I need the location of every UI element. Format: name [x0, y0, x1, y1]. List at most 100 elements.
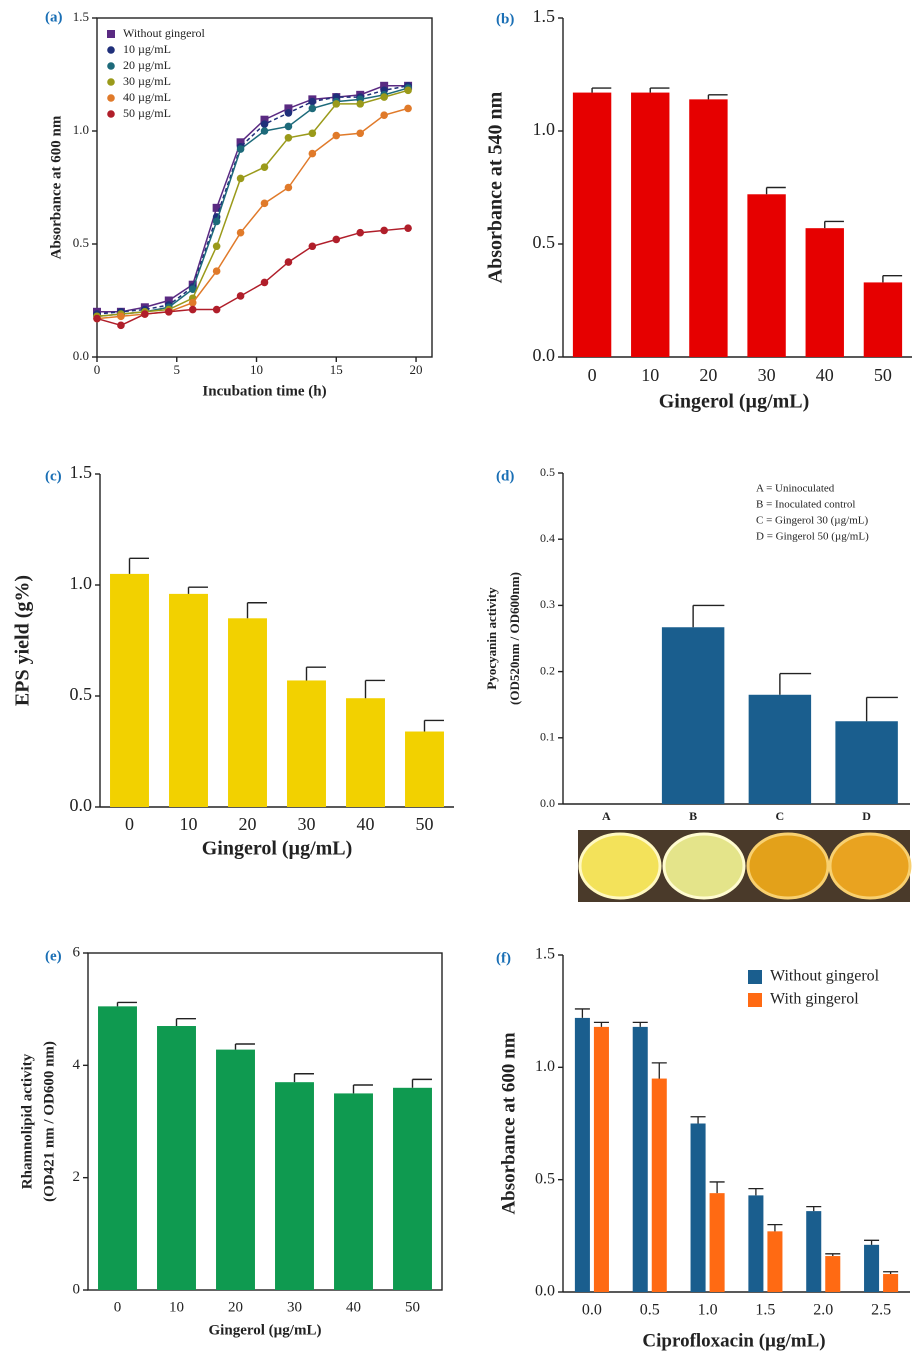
error-bar: [707, 94, 728, 100]
bar: [767, 1231, 783, 1292]
error-bar: [574, 1008, 590, 1018]
y-tick-label: 1.5: [533, 6, 556, 26]
bar: [883, 1274, 899, 1292]
legend-label: With gingerol: [770, 991, 859, 1008]
x-axis-title: Gingerol (µg/mL): [209, 1322, 322, 1338]
y-tick-label: 1.5: [70, 462, 93, 482]
error-bar: [709, 1181, 725, 1194]
bar: [748, 1195, 764, 1292]
error-bar: [765, 186, 786, 195]
point: [260, 115, 269, 124]
point: [308, 97, 317, 106]
point: [260, 278, 269, 287]
x-tick-label: 0: [94, 362, 101, 377]
panel-label: (d): [496, 468, 514, 484]
x-tick-label: 0: [114, 1299, 122, 1315]
error-bar: [246, 602, 267, 619]
error-bar: [175, 1018, 196, 1027]
point: [404, 86, 412, 95]
error-bar: [364, 679, 385, 699]
bar: [157, 1026, 196, 1290]
x-tick-label: 40: [816, 365, 834, 385]
x-tick-label: 30: [298, 814, 316, 834]
point: [284, 183, 293, 192]
x-tick-label: 10: [250, 362, 263, 377]
bar: [690, 1123, 706, 1292]
point: [308, 149, 317, 158]
panel-label: (c): [45, 468, 62, 484]
annotation: D = Gingerol 50 (µg/mL): [756, 531, 869, 543]
x-tick-label: D: [862, 809, 871, 823]
point: [380, 81, 389, 90]
point: [332, 131, 341, 140]
point: [212, 217, 221, 226]
panel: (b) 0.0 0.5 1.0 1.5 Absorbance at 540 nm Ginge…: [485, 6, 912, 413]
panel: (f) 0.0 0.5 1.0 1.5 Absorbance at 600 nm Cipro…: [496, 946, 910, 1351]
x-tick-label: 10: [180, 814, 198, 834]
y-tick-label: 0.0: [535, 1283, 555, 1300]
legend-label: 40 µg/mL: [123, 90, 171, 104]
error-bar: [865, 696, 898, 722]
annotation: C = Gingerol 30 (µg/mL): [756, 515, 868, 527]
y-tick-label: 6: [73, 944, 81, 960]
vial: [662, 832, 746, 900]
series-line: [96, 85, 409, 315]
legend-marker: [107, 30, 115, 38]
legend-marker: [107, 110, 115, 118]
bar: [98, 1006, 137, 1290]
legend-marker: [107, 46, 115, 54]
point: [236, 292, 245, 300]
point: [260, 120, 269, 129]
error-bar: [649, 87, 670, 93]
point: [284, 122, 293, 131]
legend-label: 20 µg/mL: [123, 58, 171, 72]
x-tick-label: 2.5: [871, 1302, 891, 1319]
x-tick-label: 5: [174, 362, 181, 377]
point: [356, 100, 365, 108]
bar: [689, 99, 728, 358]
error-bar: [825, 1253, 841, 1257]
bar: [748, 694, 812, 804]
x-tick-label: 20: [699, 365, 717, 385]
series-line: [96, 87, 409, 318]
legend-marker: [107, 94, 115, 102]
y-tick-label: 2: [73, 1169, 81, 1185]
bar: [169, 593, 208, 807]
x-tick-label: 20: [239, 814, 257, 834]
y-tick-label: 0.0: [540, 796, 555, 810]
point: [212, 242, 221, 251]
x-tick-label: 40: [346, 1299, 361, 1315]
bar: [864, 1244, 880, 1292]
point: [332, 235, 341, 244]
bar: [747, 194, 786, 357]
y-tick-label: 4: [73, 1057, 81, 1073]
plot-frame: [96, 17, 433, 358]
bar: [805, 228, 844, 357]
point: [212, 305, 221, 314]
x-axis-title: Gingerol (µg/mL): [659, 391, 810, 413]
point: [117, 321, 125, 330]
annotation: B = Inoculated control: [756, 499, 855, 511]
error-bar: [883, 1271, 899, 1275]
legend-label: Without gingerol: [123, 26, 206, 40]
bar: [572, 92, 612, 357]
panel-label: (e): [45, 948, 62, 964]
point: [212, 203, 221, 212]
y-tick-label: 0.5: [73, 235, 89, 250]
vial: [578, 832, 662, 900]
bar: [661, 627, 725, 804]
bar: [709, 1193, 725, 1292]
error-bar: [128, 557, 149, 574]
legend-label: 50 µg/mL: [123, 106, 171, 120]
x-tick-label: 0: [125, 814, 134, 834]
point: [356, 129, 365, 138]
bar: [863, 282, 903, 357]
x-tick-label: 1.0: [698, 1302, 718, 1319]
legend-label: 30 µg/mL: [123, 74, 171, 88]
point: [260, 199, 269, 208]
x-tick-label: 10: [641, 365, 659, 385]
point: [284, 133, 293, 142]
y-tick-label: 1.5: [73, 9, 89, 24]
legend-marker: [107, 78, 115, 86]
panel: (d) 0.0 0.1 0.2 0.3 0.4 0.5 Pyocyanin activity (…: [484, 465, 910, 823]
